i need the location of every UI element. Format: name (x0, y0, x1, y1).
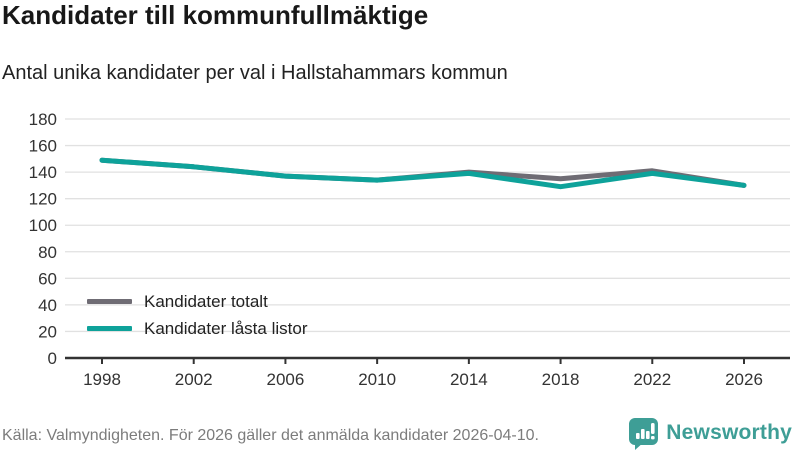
newsworthy-logo-icon (629, 418, 659, 450)
x-tick-label-2006: 2006 (267, 370, 305, 389)
x-tick-label-2002: 2002 (175, 370, 213, 389)
legend-label-locked-lists: Kandidater låsta listor (144, 318, 308, 338)
x-tick-label-2010: 2010 (358, 370, 396, 389)
y-tick-label-180: 180 (29, 110, 57, 129)
legend-swatch-total (87, 299, 132, 304)
newsworthy-logo-text: Newsworthy (666, 421, 792, 444)
y-tick-label-60: 60 (38, 269, 57, 288)
legend-item-total: Kandidater totalt (87, 288, 307, 315)
y-tick-label-20: 20 (38, 322, 57, 341)
legend-item-locked-lists: Kandidater låsta listor (87, 315, 307, 342)
y-tick-label-100: 100 (29, 216, 57, 235)
x-tick-label-2014: 2014 (450, 370, 488, 389)
x-tick-label-2022: 2022 (633, 370, 671, 389)
x-tick-label-1998: 1998 (83, 370, 121, 389)
chart-subtitle: Antal unika kandidater per val i Hallsta… (2, 62, 508, 84)
series-line-1 (99, 157, 747, 190)
y-tick-label-160: 160 (29, 137, 57, 156)
y-tick-label-140: 140 (29, 163, 57, 182)
line-chart-canvas: 0 20 40 60 80 100 120 140 160 180 1998 2002 2006 2010… (29, 110, 790, 389)
y-tick-label-0: 0 (48, 349, 57, 368)
y-tick-label-80: 80 (38, 243, 57, 262)
legend: Kandidater totalt Kandidater låsta listo… (87, 288, 307, 342)
source-note: Källa: Valmyndigheten. För 2026 gäller d… (2, 427, 539, 444)
x-tick-label-2018: 2018 (542, 370, 580, 389)
legend-swatch-locked-lists (87, 326, 132, 331)
line-chart: 0 20 40 60 80 100 120 140 160 180 1998 2002 2006 2010… (0, 100, 800, 400)
chart-title: Kandidater till kommunfullmäktige (2, 0, 429, 30)
newsworthy-logo: Newsworthy (627, 416, 792, 450)
y-tick-label-40: 40 (38, 296, 57, 315)
y-tick-label-120: 120 (29, 190, 57, 209)
chart-footer: Källa: Valmyndigheten. För 2026 gäller d… (0, 416, 800, 450)
legend-label-total: Kandidater totalt (144, 291, 268, 311)
x-tick-label-2026: 2026 (725, 370, 763, 389)
